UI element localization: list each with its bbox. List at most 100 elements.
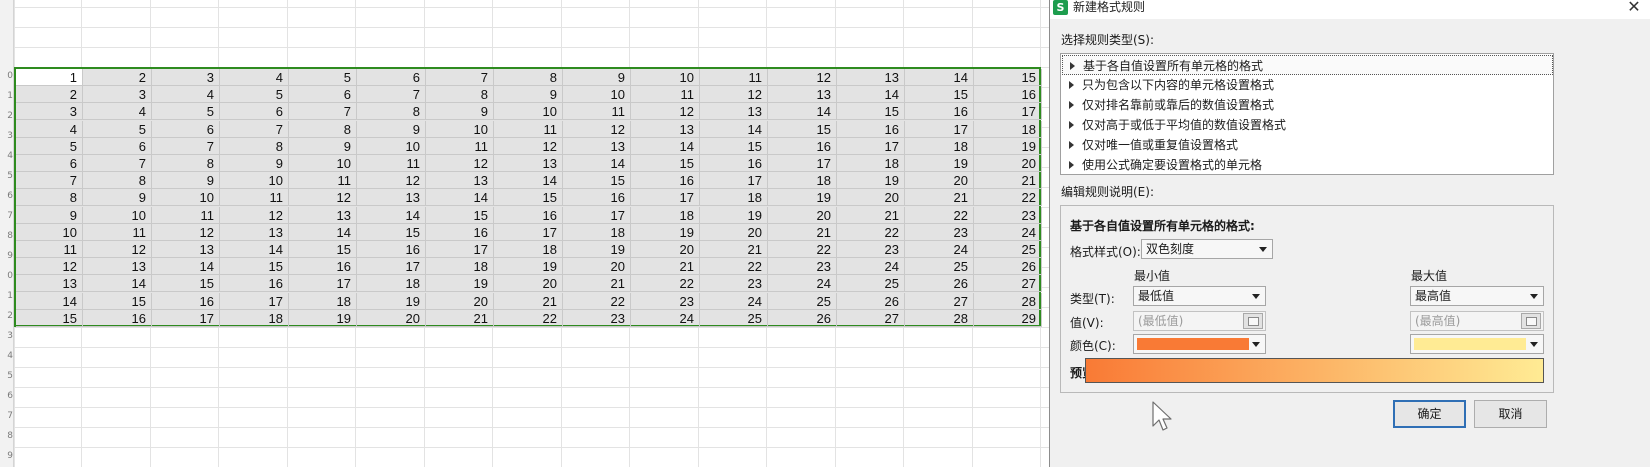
data-cell[interactable]: 12 [289,189,357,206]
data-cell[interactable]: 13 [152,241,220,258]
rule-type-item[interactable]: 使用公式确定要设置格式的单元格 [1062,155,1553,175]
data-cell[interactable]: 13 [426,172,494,189]
data-cell[interactable]: 4 [152,86,220,103]
data-cell[interactable]: 15 [220,258,289,275]
data-cell[interactable]: 17 [974,103,1042,120]
data-cell[interactable]: 8 [357,103,426,120]
data-cell[interactable]: 19 [494,258,563,275]
data-cell[interactable]: 16 [220,275,289,292]
data-cell[interactable]: 17 [905,121,974,138]
data-cell[interactable]: 24 [905,241,974,258]
data-cell[interactable]: 15 [974,69,1042,86]
data-cell[interactable]: 13 [83,258,152,275]
data-cell[interactable]: 14 [426,189,494,206]
data-cell[interactable]: 27 [837,310,905,327]
data-cell[interactable]: 27 [905,293,974,310]
data-cell[interactable]: 26 [905,275,974,292]
data-cell[interactable]: 12 [700,86,768,103]
data-cell[interactable]: 25 [905,258,974,275]
data-cell[interactable]: 11 [357,155,426,172]
data-cell[interactable]: 18 [289,293,357,310]
data-cell[interactable]: 22 [563,293,631,310]
data-cell[interactable]: 16 [631,172,700,189]
rule-type-item[interactable]: 仅对高于或低于平均值的数值设置格式 [1062,115,1553,135]
format-style-select[interactable]: 双色刻度 [1141,239,1273,259]
data-cell[interactable]: 19 [357,293,426,310]
data-cell[interactable]: 12 [83,241,152,258]
data-cell[interactable]: 11 [426,138,494,155]
data-cell[interactable]: 13 [563,138,631,155]
data-cell[interactable]: 18 [974,121,1042,138]
row-number[interactable]: 1 [7,91,13,101]
data-cell[interactable]: 13 [289,207,357,224]
row-number[interactable]: 0 [7,271,13,281]
data-cell[interactable]: 26 [974,258,1042,275]
data-cell[interactable]: 8 [16,189,83,206]
data-cell[interactable]: 24 [700,293,768,310]
data-cell[interactable]: 9 [289,138,357,155]
data-cell[interactable]: 23 [563,310,631,327]
data-cell[interactable]: 14 [494,172,563,189]
data-cell[interactable]: 20 [905,172,974,189]
data-cell[interactable]: 22 [768,241,837,258]
data-cell[interactable]: 5 [289,69,357,86]
data-cell[interactable]: 10 [357,138,426,155]
data-cell[interactable]: 9 [83,189,152,206]
data-cell[interactable]: 10 [16,224,83,241]
row-number[interactable]: 8 [7,231,13,241]
selected-data-range[interactable]: 1 2 3 4 5 6 7 8 9 10 11 12 13 14 15 2 3 4 5 6 7 8 9 10 11 12 13 14 1… [14,67,1042,327]
data-cell[interactable]: 14 [768,103,837,120]
rule-type-item[interactable]: 仅对排名靠前或靠后的数值设置格式 [1062,95,1553,115]
row-number[interactable]: 3 [7,331,13,341]
data-cell[interactable]: 21 [768,224,837,241]
data-cell[interactable]: 22 [494,310,563,327]
data-cell[interactable]: 12 [631,103,700,120]
data-cell[interactable]: 14 [289,224,357,241]
data-cell[interactable]: 11 [152,207,220,224]
data-cell[interactable]: 8 [152,155,220,172]
data-cell[interactable]: 10 [494,103,563,120]
data-cell[interactable]: 12 [563,121,631,138]
dialog-titlebar[interactable]: S 新建格式规则 ✕ [1050,0,1650,19]
data-cell[interactable]: 17 [289,275,357,292]
data-cell[interactable]: 20 [494,275,563,292]
data-cell[interactable]: 23 [905,224,974,241]
data-cell[interactable]: 18 [357,275,426,292]
row-number[interactable]: 2 [7,311,13,321]
data-cell[interactable]: 20 [357,310,426,327]
ok-button[interactable]: 确定 [1393,400,1466,428]
row-number[interactable]: 4 [7,151,13,161]
data-cell[interactable]: 23 [768,258,837,275]
data-cell[interactable]: 11 [220,189,289,206]
data-cell[interactable]: 21 [426,310,494,327]
data-cell[interactable]: 16 [768,138,837,155]
min-color-picker[interactable] [1133,334,1266,354]
data-cell[interactable]: 17 [563,207,631,224]
data-cell[interactable]: 10 [563,86,631,103]
data-cell[interactable]: 14 [220,241,289,258]
data-cell[interactable]: 13 [357,189,426,206]
data-cell[interactable]: 14 [700,121,768,138]
data-cell[interactable]: 6 [289,86,357,103]
data-cell[interactable]: 18 [563,224,631,241]
data-cell[interactable]: 2 [83,69,152,86]
data-cell[interactable]: 16 [426,224,494,241]
data-cell[interactable]: 9 [563,69,631,86]
data-cell[interactable]: 17 [631,189,700,206]
data-cell[interactable]: 14 [905,69,974,86]
data-cell[interactable]: 20 [837,189,905,206]
data-cell[interactable]: 17 [837,138,905,155]
rule-type-item[interactable]: 只为包含以下内容的单元格设置格式 [1062,75,1553,95]
data-cell[interactable]: 15 [905,86,974,103]
data-cell[interactable]: 15 [152,275,220,292]
row-number[interactable]: 0 [7,71,13,81]
data-cell[interactable]: 7 [16,172,83,189]
data-cell[interactable]: 16 [974,86,1042,103]
data-cell[interactable]: 19 [905,155,974,172]
data-cell[interactable]: 23 [700,275,768,292]
data-cell[interactable]: 18 [426,258,494,275]
data-cell[interactable]: 21 [905,189,974,206]
data-cell[interactable]: 14 [837,86,905,103]
data-cell[interactable]: 6 [357,69,426,86]
data-cell[interactable]: 7 [220,121,289,138]
